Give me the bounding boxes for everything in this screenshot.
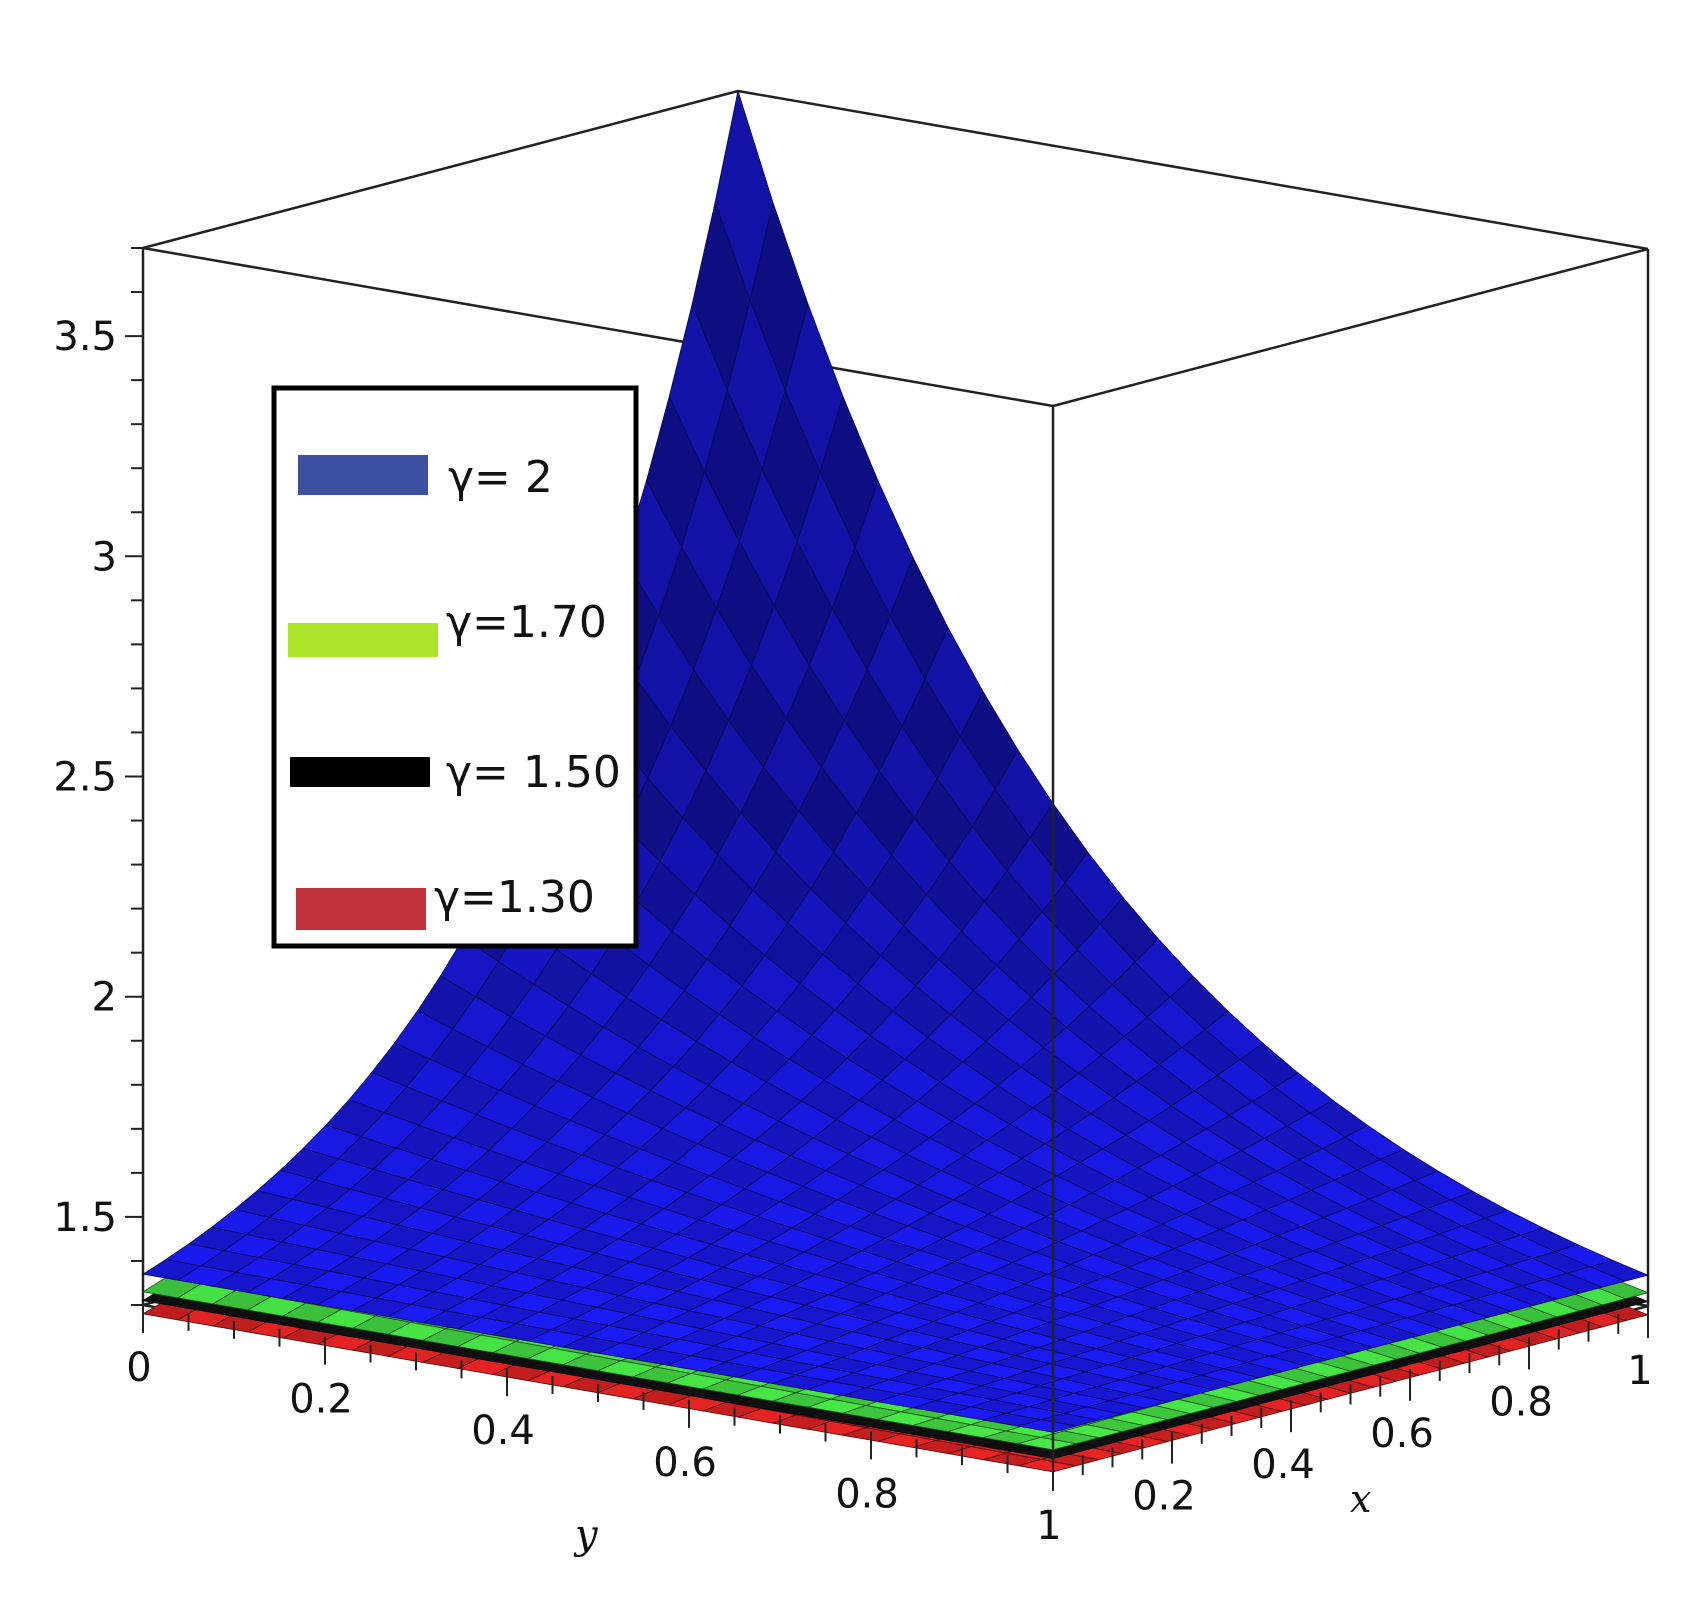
z-tick-label: 2: [92, 975, 117, 1021]
legend-swatch-0: [298, 455, 428, 495]
y-axis-title: y: [573, 1512, 599, 1558]
x-tick-label: 0.2: [1132, 1474, 1196, 1520]
legend-label-1: γ=1.70: [446, 597, 607, 648]
surface-2-cell: [1017, 1445, 1077, 1460]
legend-label-2: γ= 1.50: [446, 747, 621, 798]
z-tick-label: 3.5: [53, 314, 117, 360]
surface-0: [141, 89, 1650, 1433]
x-axis-title: x: [1350, 1477, 1371, 1521]
x-tick-label: 1: [1627, 1348, 1652, 1394]
legend-swatch-2: [290, 757, 430, 787]
z-tick-label: 3: [92, 534, 117, 580]
surface-3-cell: [1017, 1458, 1077, 1473]
y-tick-label: 0.4: [471, 1408, 535, 1454]
x-tick-label: 0.6: [1370, 1411, 1434, 1457]
box-edge-top-y0: [142, 246, 1054, 408]
y-tick-label: 1: [1036, 1503, 1061, 1549]
legend-label-3: γ=1.30: [434, 872, 595, 923]
z-tick-label: 2.5: [53, 755, 117, 801]
z-tick-label: 1.5: [53, 1195, 117, 1241]
x-tick-label: 0.8: [1489, 1379, 1553, 1425]
axis-ticks: 1.5 2 2.5 3 3.5 0 0.2 0.4 0.6 0.8 1 0.2 0.4 0.6 0.8 1: [53, 247, 1653, 1549]
y-tick-label: 0.2: [289, 1377, 353, 1423]
box-edge-top-x1: [1052, 247, 1649, 408]
y-tick-label: 0: [126, 1345, 151, 1391]
surface-0-cell: [1017, 1419, 1077, 1433]
legend-swatch-3: [296, 888, 426, 930]
box-edge-top-y1: [737, 89, 1649, 251]
y-tick-label: 0.6: [653, 1440, 717, 1486]
box-edge-top-x0: [142, 89, 739, 250]
legend-label-0: γ= 2: [448, 452, 553, 503]
x-tick-label: 0.4: [1251, 1442, 1315, 1488]
surface-1-cell: [1017, 1436, 1077, 1451]
y-tick-label: 0.8: [835, 1471, 899, 1517]
legend: γ= 2 γ=1.70 γ= 1.50 γ=1.30: [271, 385, 639, 949]
legend-swatch-1: [288, 623, 438, 657]
